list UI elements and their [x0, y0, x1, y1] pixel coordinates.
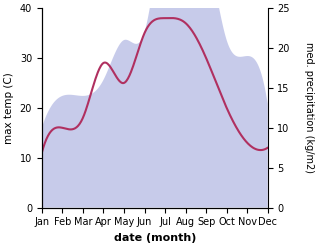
Y-axis label: max temp (C): max temp (C): [4, 72, 14, 144]
Y-axis label: med. precipitation (kg/m2): med. precipitation (kg/m2): [304, 42, 314, 173]
X-axis label: date (month): date (month): [114, 233, 196, 243]
